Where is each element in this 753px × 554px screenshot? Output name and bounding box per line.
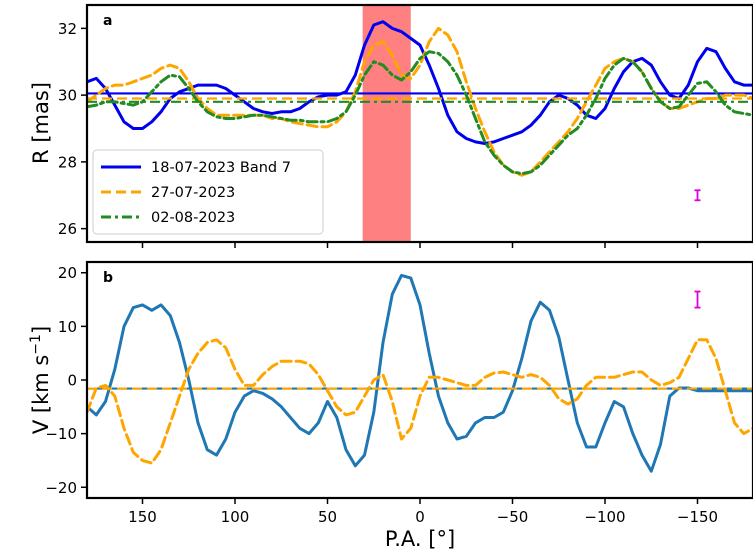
- y-axis-label-a: R [mas]: [29, 82, 53, 164]
- x-tick-label: 50: [318, 508, 337, 526]
- legend: 18-07-2023 Band 7 27-07-2023 02-08-2023: [92, 149, 324, 235]
- y-tick-label: 28: [58, 153, 77, 171]
- series-line-3: [87, 50, 753, 176]
- legend-label-2: 27-07-2023: [151, 185, 235, 201]
- axes-frame-b: [85, 260, 753, 500]
- x-tick-label: 100: [221, 508, 250, 526]
- y-tick-label: −20: [45, 479, 77, 497]
- series-group-a: [87, 20, 753, 177]
- series-group-b: [87, 273, 753, 473]
- x-tick-label: −100: [584, 508, 625, 526]
- y-axis-label-b: V [km s−1]: [28, 326, 53, 434]
- legend-label-1: 18-07-2023 Band 7: [151, 160, 291, 176]
- error-bar-a: [694, 189, 701, 202]
- series-line-1: [87, 20, 753, 145]
- x-tick-label: 150: [128, 508, 157, 526]
- x-axis-label: P.A. [°]: [385, 527, 455, 551]
- y-tick-label: −10: [45, 425, 77, 443]
- y-tick-label: 0: [67, 372, 77, 390]
- legend-box: [92, 149, 324, 235]
- y-tick-label: 32: [58, 20, 77, 38]
- y-tick-label: 26: [58, 220, 77, 238]
- error-bar-b: [694, 290, 701, 309]
- series-line-2: [87, 26, 753, 177]
- y-tick-label: 20: [58, 264, 77, 282]
- panel-label-b: b: [103, 270, 113, 286]
- panel-label-a: a: [103, 13, 112, 29]
- y-axis-ticks-a: 26 28 30 32: [58, 20, 87, 238]
- y-tick-label: 30: [58, 87, 77, 105]
- x-tick-label: −50: [497, 508, 529, 526]
- series-line-2: [87, 338, 753, 465]
- series-line-1: [87, 273, 753, 473]
- shaded-region: [362, 5, 411, 242]
- panel-a: 26 28 30 32 a R [mas] 18-07-2023 Band 7 27-…: [29, 3, 753, 248]
- legend-label-3: 02-08-2023: [151, 210, 235, 226]
- y-tick-label: 10: [58, 318, 77, 336]
- axes-frame-a: [85, 3, 753, 244]
- x-tick-label: 0: [415, 508, 425, 526]
- x-tick-label: −150: [677, 508, 718, 526]
- x-axis-ticks-b: 150 100 50 0 −50 −100 −150: [128, 498, 718, 526]
